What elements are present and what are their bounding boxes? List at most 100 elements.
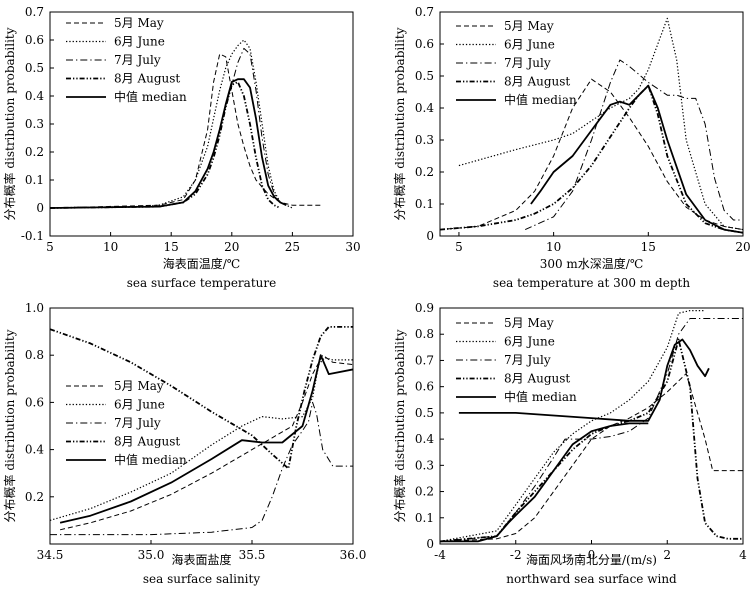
y-axis-label: 分布概率 distribution probability [2, 27, 17, 220]
series-line-1 [50, 53, 323, 209]
x-tick-label: 15 [641, 240, 656, 254]
series-group [50, 39, 323, 209]
legend-label: 6月 June [114, 35, 165, 49]
y-tick-label: 0.2 [25, 490, 44, 504]
y-tick-label: -0.1 [21, 229, 44, 243]
plot-frame [49, 11, 354, 237]
y-tick-label: 0.6 [415, 380, 434, 394]
x-tick-label: 35.5 [239, 548, 266, 562]
x-axis-label: 海表面温度/℃ [163, 256, 240, 271]
y-tick-label: 0.7 [415, 353, 434, 367]
legend-label: 8月 August [114, 435, 180, 449]
series-group [50, 325, 353, 536]
series-line-2 [50, 357, 353, 521]
y-tick-label: 0.7 [415, 5, 434, 19]
y-tick-label: 0.6 [25, 395, 44, 409]
legend-label: 6月 June [114, 398, 165, 412]
y-tick-label: 0.6 [25, 33, 44, 47]
legend-label: 7月 July [504, 353, 551, 367]
x-tick-label: 36.0 [340, 548, 367, 562]
y-tick-label: 0.4 [25, 443, 44, 457]
x-tick-label: 5 [46, 240, 54, 254]
legend-label: 6月 June [504, 335, 555, 349]
x-tick-label: 15 [164, 240, 179, 254]
x-axis-label: 300 m水深温度/℃ [540, 256, 644, 271]
series-line-1 [59, 354, 353, 531]
series-line-5 [530, 84, 743, 234]
legend-label: 6月 June [504, 38, 555, 52]
chart-panel-4: -4 -2 0 2 4 0 0.1 0.2 0.3 0.4 0.5 0.6 0.7 0.8 0.9 海面风场南… [392, 301, 747, 586]
plot-frame [439, 307, 744, 545]
series-line-2 [458, 17, 743, 231]
x-tick-label: 34.5 [37, 548, 64, 562]
x-axis-label: 海面风场南北分量/(m/s) [526, 552, 657, 567]
x-tick-label: 4 [739, 548, 747, 562]
x-axis-label-en: sea surface temperature [127, 276, 276, 290]
y-tick-label: 0.4 [415, 432, 434, 446]
y-tick-label: 0.8 [25, 348, 44, 362]
x-tick-label: 20 [735, 240, 750, 254]
y-tick-label: 0 [36, 201, 44, 215]
x-axis-label-en: sea surface salinity [143, 572, 260, 586]
legend-label: 5月 May [114, 16, 164, 30]
y-tick-label: 0 [426, 537, 434, 551]
y-tick-label: 0 [426, 229, 434, 243]
x-tick-label: 10 [546, 240, 561, 254]
legend-label: 8月 August [504, 75, 570, 89]
y-axis-label: 分布概率 distribution probability [392, 329, 407, 522]
series-line-4 [50, 81, 281, 209]
legend-label: 5月 May [114, 379, 164, 393]
legend-label: 8月 August [114, 72, 180, 86]
y-axis-label: 分布概率 distribution probability [2, 329, 17, 522]
y-tick-label: 0.3 [25, 117, 44, 131]
x-tick-label: 0 [588, 548, 596, 562]
chart-panel-3: 34.5 35.0 35.5 36.0 0.2 0.4 0.6 0.8 1.0 海表面盐度 sea … [2, 301, 366, 586]
chart-panel-1: 5 10 15 20 25 30 -0.1 0 0.1 0.2 0.3 0.4 0.5 0.6 0.7 海表面… [2, 5, 361, 290]
legend-label: 中值 median [114, 452, 187, 467]
x-tick-label: -4 [434, 548, 446, 562]
x-axis-label-en: northward sea surface wind [506, 572, 677, 586]
legend-label: 7月 July [114, 53, 161, 67]
legend-label: 中值 median [114, 89, 187, 104]
y-tick-label: 0.5 [415, 69, 434, 83]
series-group [440, 310, 743, 543]
y-tick-label: 0.1 [415, 197, 434, 211]
legend-label: 7月 July [114, 416, 161, 430]
y-tick-label: 0.5 [415, 406, 434, 420]
series-group [440, 17, 743, 234]
legend-label: 中值 median [504, 389, 577, 404]
y-tick-label: 0.2 [415, 485, 434, 499]
legend-label: 7月 July [504, 56, 551, 70]
y-tick-label: 0.5 [25, 61, 44, 75]
x-tick-label: 10 [103, 240, 118, 254]
legend-label: 中值 median [504, 92, 577, 107]
x-axis-label: 海表面盐度 [171, 552, 231, 567]
y-axis-label: 分布概率 distribution probability [392, 27, 407, 220]
series-line-4 [440, 84, 743, 234]
series-line-5 [458, 338, 710, 422]
series-line-6 [440, 422, 649, 543]
y-tick-label: 0.3 [415, 133, 434, 147]
chart-panel-2: 5 10 15 20 0 0.1 0.2 0.3 0.4 0.5 0.6 0.7 300 m水深温度/℃… [392, 5, 751, 290]
series-line-1 [440, 78, 743, 231]
plot-frame [439, 11, 744, 237]
plot-frame [49, 307, 354, 545]
y-tick-label: 0.1 [25, 173, 44, 187]
series-line-5 [59, 354, 353, 524]
x-tick-label: 25 [285, 240, 300, 254]
y-tick-label: 0.4 [25, 89, 44, 103]
x-tick-label: -2 [510, 548, 522, 562]
x-tick-label: 20 [224, 240, 239, 254]
y-tick-label: 0.2 [25, 145, 44, 159]
x-tick-label: 2 [663, 548, 671, 562]
series-line-3 [440, 318, 743, 542]
x-tick-label: 30 [345, 240, 360, 254]
x-tick-label: 5 [455, 240, 463, 254]
series-line-2 [440, 310, 706, 542]
series-line-4 [50, 325, 353, 470]
y-tick-label: 0.6 [415, 37, 434, 51]
y-tick-label: 0.7 [25, 5, 44, 19]
series-line-5 [50, 78, 287, 209]
y-tick-label: 0.3 [415, 458, 434, 472]
